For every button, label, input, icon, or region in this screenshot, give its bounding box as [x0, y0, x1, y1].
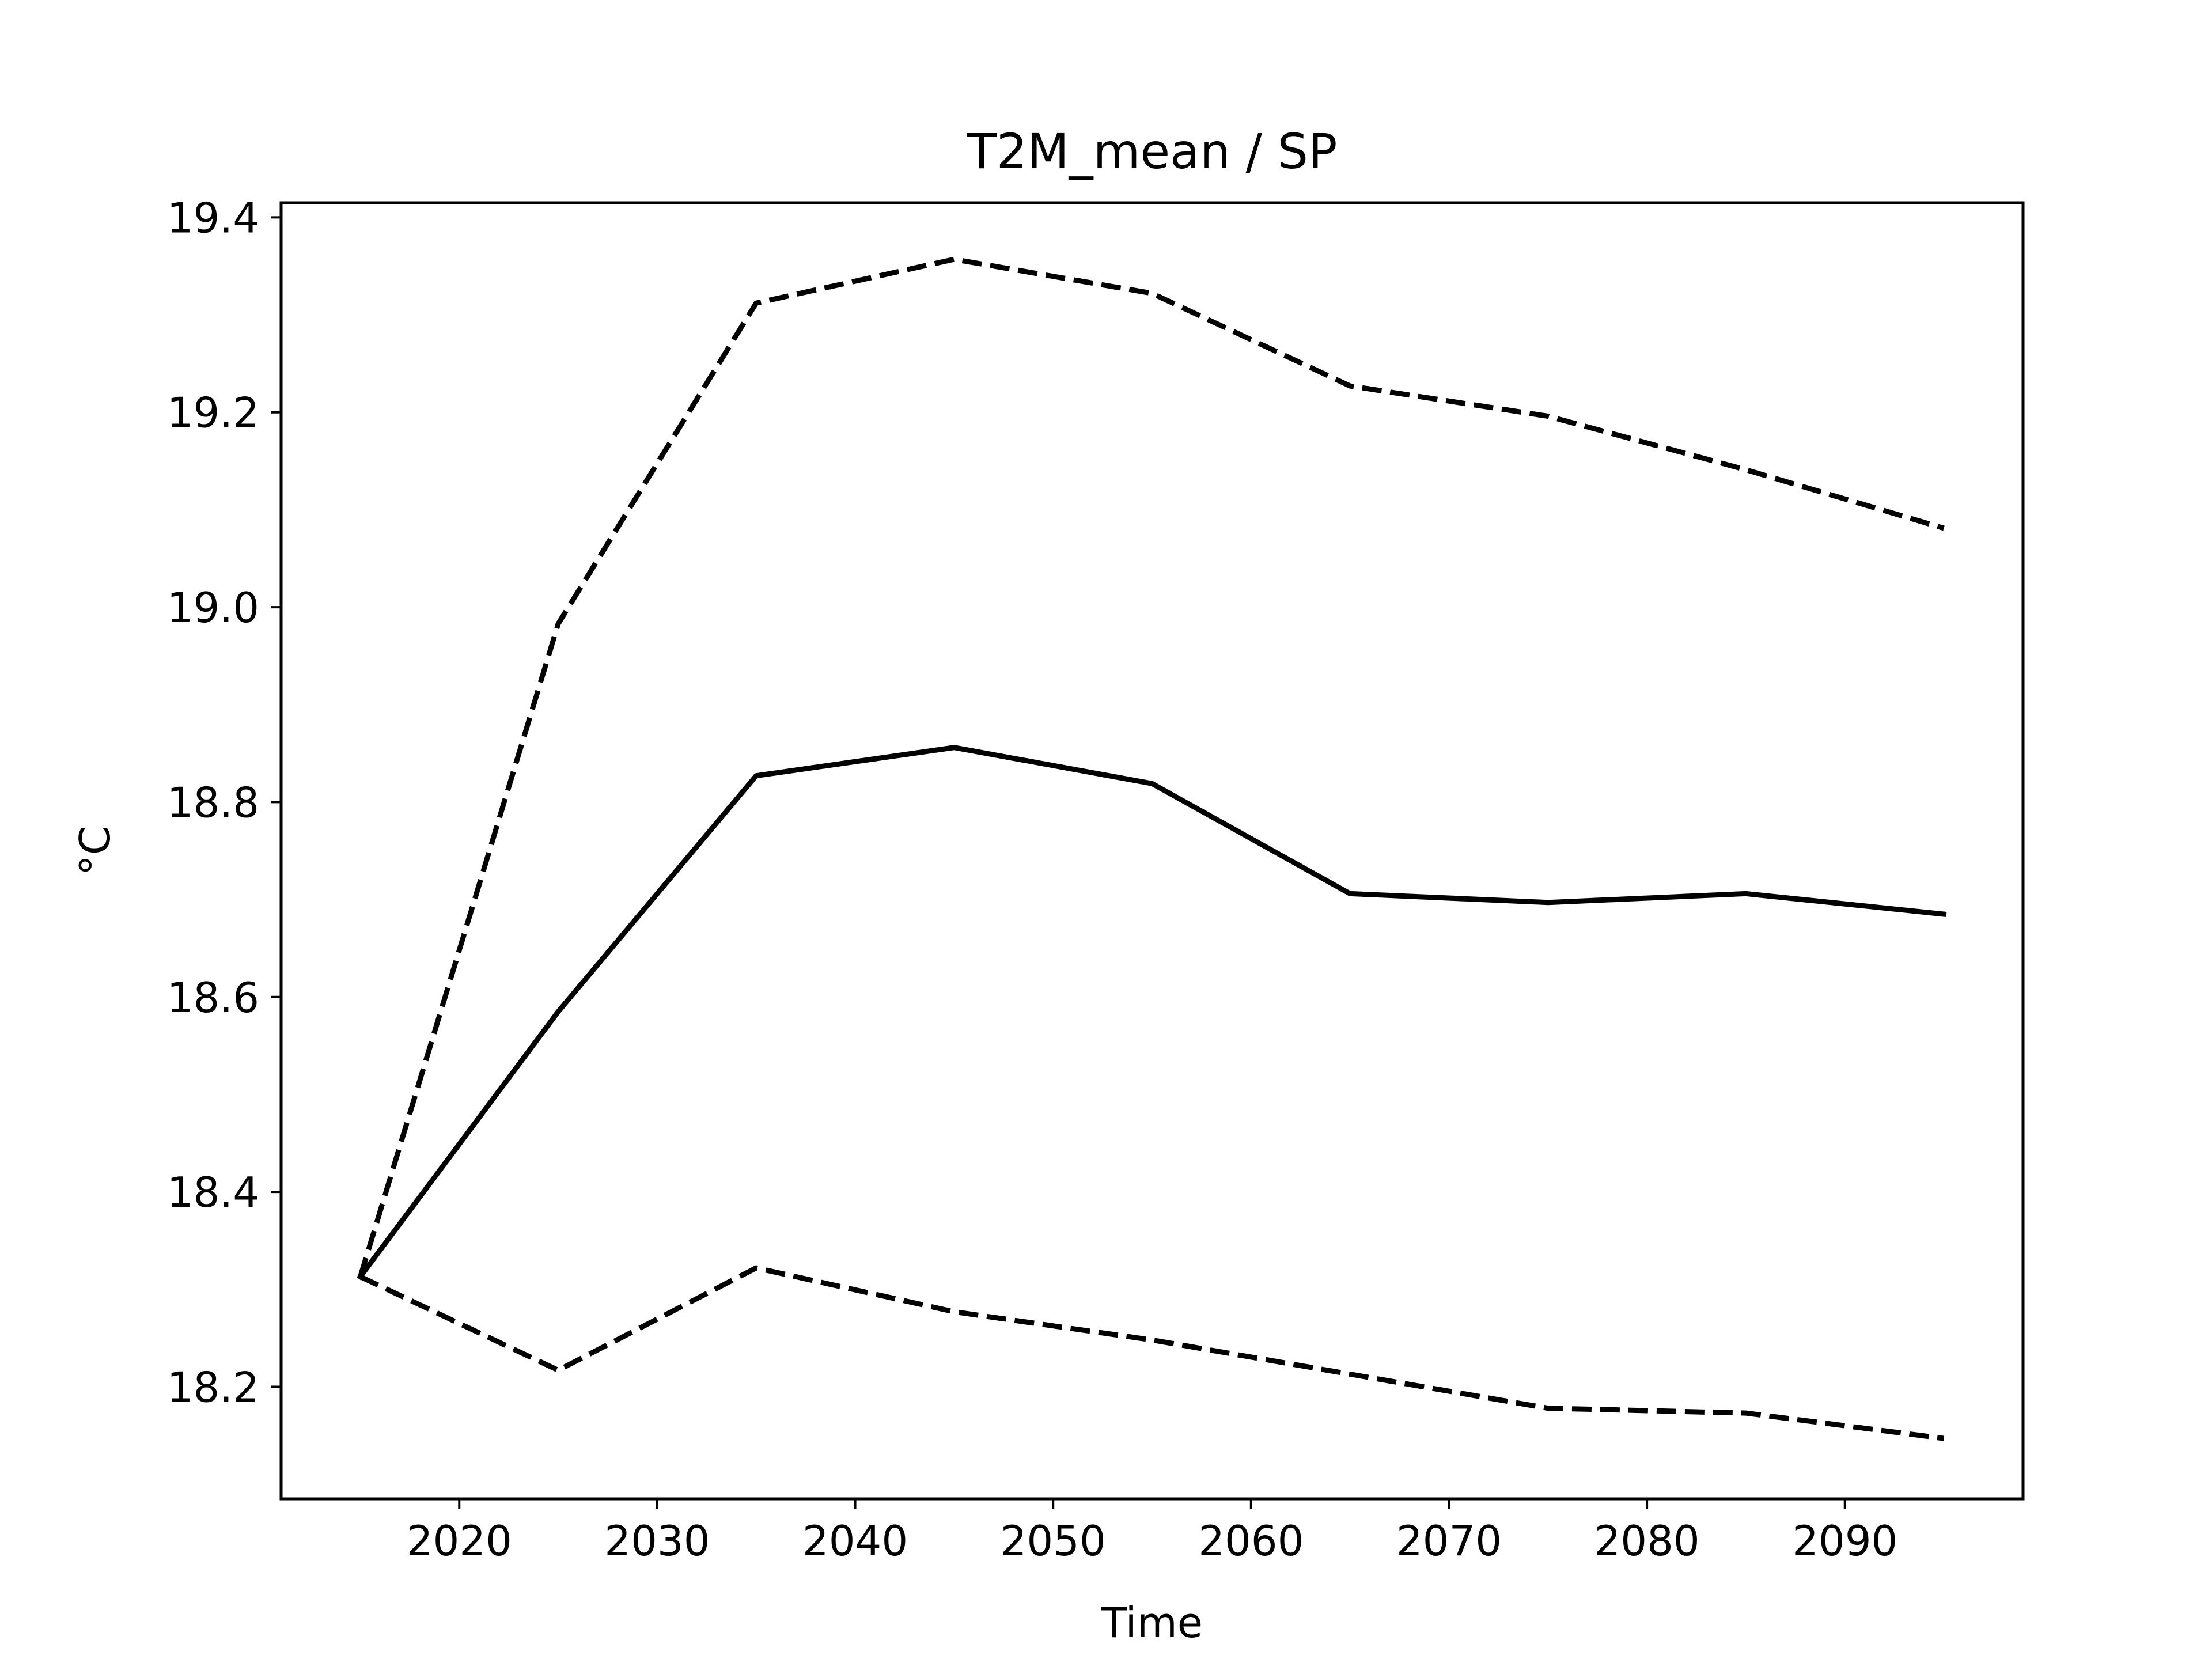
x-tick-label: 2060: [1198, 1517, 1304, 1565]
y-tick-label: 18.6: [167, 974, 259, 1022]
x-tick-label: 2020: [407, 1517, 512, 1565]
solid-series-line-0: [357, 745, 1947, 1281]
y-tick-label: 19.2: [167, 389, 259, 437]
x-tick-label: 2070: [1396, 1517, 1502, 1565]
x-tick-label: 2090: [1792, 1517, 1897, 1565]
x-tick-label: 2030: [604, 1517, 710, 1565]
x-tick-label: 2050: [1001, 1517, 1106, 1565]
x-axis-label: Time: [1101, 1599, 1203, 1647]
x-tick-label: 2080: [1594, 1517, 1699, 1565]
plot-layer: [357, 256, 1947, 1441]
x-axis-ticks: 2020 2030 2040 2050 2060 2070 2080 2090: [407, 1499, 1897, 1565]
plot-frame: [279, 201, 2025, 1501]
dashed-series-line-1: [358, 256, 1945, 1278]
y-tick-label: 18.2: [167, 1363, 259, 1411]
y-tick-label: 18.8: [167, 778, 259, 827]
y-axis-ticks: 18.2 18.4 18.6 18.8 19.0 19.2 19.4: [167, 194, 281, 1411]
y-tick-label: 19.4: [167, 194, 259, 242]
y-tick-label: 19.0: [167, 584, 259, 632]
y-tick-label: 18.4: [167, 1168, 259, 1217]
x-tick-label: 2040: [802, 1517, 908, 1565]
y-axis-label: °C: [71, 826, 119, 876]
dashed-series-line-2: [359, 1265, 1945, 1441]
chart-title: T2M_mean / SP: [966, 123, 1337, 180]
